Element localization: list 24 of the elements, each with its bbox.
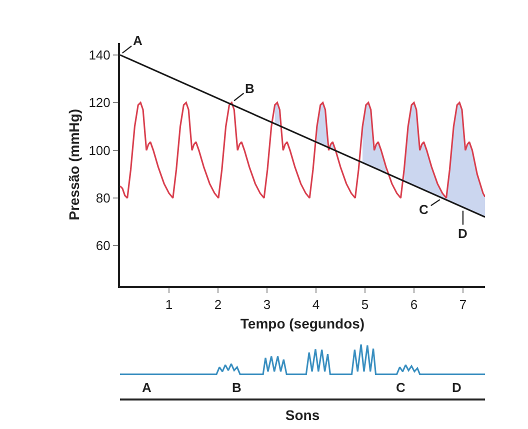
x-axis-title: Tempo (segundos): [240, 316, 365, 332]
y-axis-title: Pressão (mmHg): [66, 108, 82, 220]
annotation: C: [419, 202, 429, 217]
x-tick-label: 4: [312, 296, 320, 312]
annotation: D: [452, 380, 462, 395]
annotation: B: [232, 380, 242, 395]
x-axis-title: Sons: [285, 407, 320, 424]
y-tick-label: 140: [88, 47, 110, 62]
x-tick-label: 2: [214, 296, 222, 312]
x-tick-label: 3: [263, 296, 271, 312]
x-tick-label: 5: [361, 296, 369, 312]
x-tick-label: 7: [459, 296, 467, 312]
annotation: A: [133, 33, 143, 48]
x-tick-label: 6: [410, 296, 418, 312]
y-tick-label: 80: [96, 190, 110, 206]
annotation: C: [396, 380, 406, 395]
y-tick-label: 100: [88, 142, 110, 158]
annotation: A: [142, 380, 152, 395]
annotation: D: [458, 226, 468, 241]
y-tick-label: 60: [96, 238, 110, 254]
x-tick-label: 1: [165, 296, 173, 312]
annotation: B: [245, 81, 254, 96]
line-series: [120, 102, 485, 199]
y-tick-label: 120: [88, 95, 110, 110]
